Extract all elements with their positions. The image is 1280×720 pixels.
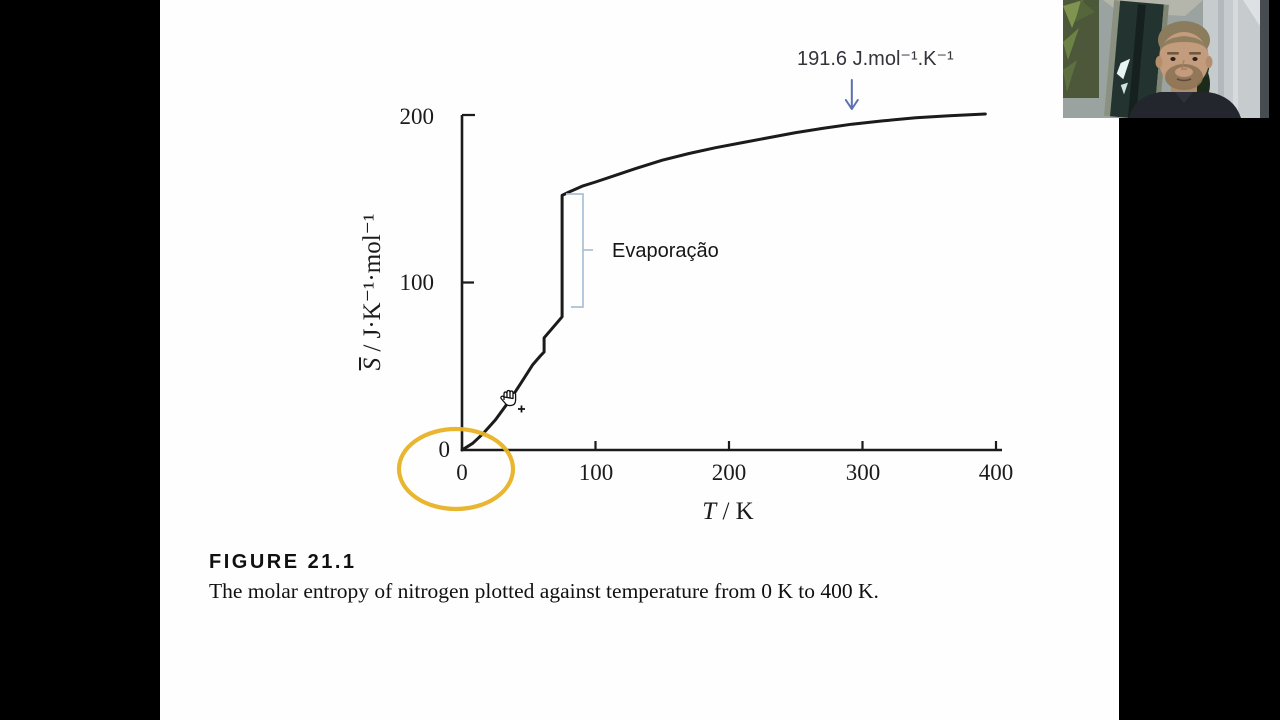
value-arrow-icon [844, 79, 859, 110]
hand-cursor-icon [500, 389, 525, 413]
evaporation-bracket [566, 193, 584, 308]
y-axis-units: / J·K⁻¹·mol⁻¹ [359, 213, 386, 358]
tick-marks [462, 113, 998, 450]
x-tick-label-100: 100 [578, 460, 614, 485]
gas-entropy-value-label: 191.6 J.mol⁻¹.K⁻¹ [797, 48, 954, 70]
x-axis-title: T / K [660, 498, 796, 526]
axes [460, 115, 1002, 452]
letterbox-left [0, 0, 160, 720]
y-tick-label-200: 200 [399, 104, 435, 129]
x-tick-label-400: 400 [978, 460, 1014, 485]
evaporation-label: Evaporação [612, 240, 719, 262]
presenter-webcam-video[interactable] [1063, 0, 1269, 118]
x-axis-symbol: T [702, 498, 717, 525]
x-axis-units: / K [716, 498, 754, 525]
presenter-avatar [1129, 21, 1241, 118]
origin-highlight-ellipse [396, 426, 516, 512]
entropy-chart [396, 79, 1002, 512]
y-tick-label-0: 0 [438, 437, 451, 462]
entropy-curve [460, 112, 987, 452]
figure-number-label: FIGURE 21.1 [209, 551, 357, 573]
y-axis-symbol: S [359, 357, 386, 371]
slide-page[interactable]: 200 100 0 0 100 200 300 400 T / K S / J·… [160, 0, 1119, 720]
x-tick-label-0: 0 [456, 460, 468, 485]
y-axis-title: S / J·K⁻¹·mol⁻¹ [357, 214, 387, 371]
door-window [1104, 0, 1169, 118]
x-tick-label-200: 200 [711, 460, 747, 485]
x-tick-label-300: 300 [845, 460, 881, 485]
figure-caption-text: The molar entropy of nitrogen plotted ag… [209, 579, 879, 603]
y-tick-label-100: 100 [399, 270, 435, 295]
webcam-scene [1063, 0, 1269, 118]
letterbox-right [1119, 0, 1280, 720]
